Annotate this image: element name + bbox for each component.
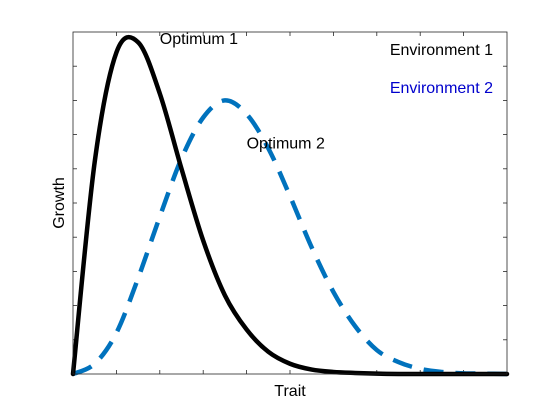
annotations: Optimum 1 Optimum 2 xyxy=(160,31,325,152)
y-axis-label: Growth xyxy=(51,177,68,229)
plot-area-background xyxy=(73,32,507,374)
legend: Environment 1 Environment 2 xyxy=(390,42,493,97)
legend-entry-environment-2: Environment 2 xyxy=(390,80,493,97)
plot-area-frame xyxy=(72,31,508,375)
legend-entry-environment-1: Environment 1 xyxy=(390,42,493,59)
series-line-environment-2 xyxy=(72,98,508,377)
x-axis-label: Trait xyxy=(274,383,306,400)
annotation-optimum-2: Optimum 2 xyxy=(247,135,325,152)
annotation-optimum-1: Optimum 1 xyxy=(160,31,238,48)
